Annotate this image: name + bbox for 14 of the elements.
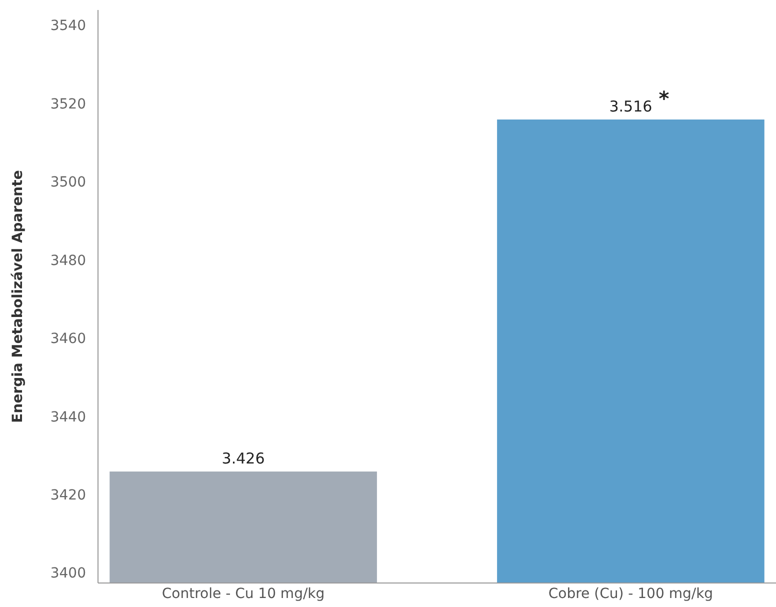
y-tick-label: 3440: [50, 409, 86, 426]
data-label: 3.426: [222, 450, 265, 468]
x-tick-label: Controle - Cu 10 mg/kg: [162, 586, 325, 602]
y-axis-title: Energia Metabolizável Aparente: [10, 170, 26, 423]
y-tick-label: 3460: [50, 331, 86, 348]
y-tick-label: 3520: [50, 96, 86, 112]
y-tick-label: 3480: [50, 252, 86, 269]
x-tick-label: Cobre (Cu) - 100 mg/kg: [548, 586, 714, 602]
y-tick-label: 3500: [50, 174, 86, 191]
data-label: 3.516: [609, 98, 652, 116]
annotation: *: [658, 86, 670, 111]
y-tick-label: 3420: [50, 487, 86, 504]
y-tick-label: 3540: [50, 18, 86, 34]
y-tick-label: 3400: [50, 566, 86, 582]
